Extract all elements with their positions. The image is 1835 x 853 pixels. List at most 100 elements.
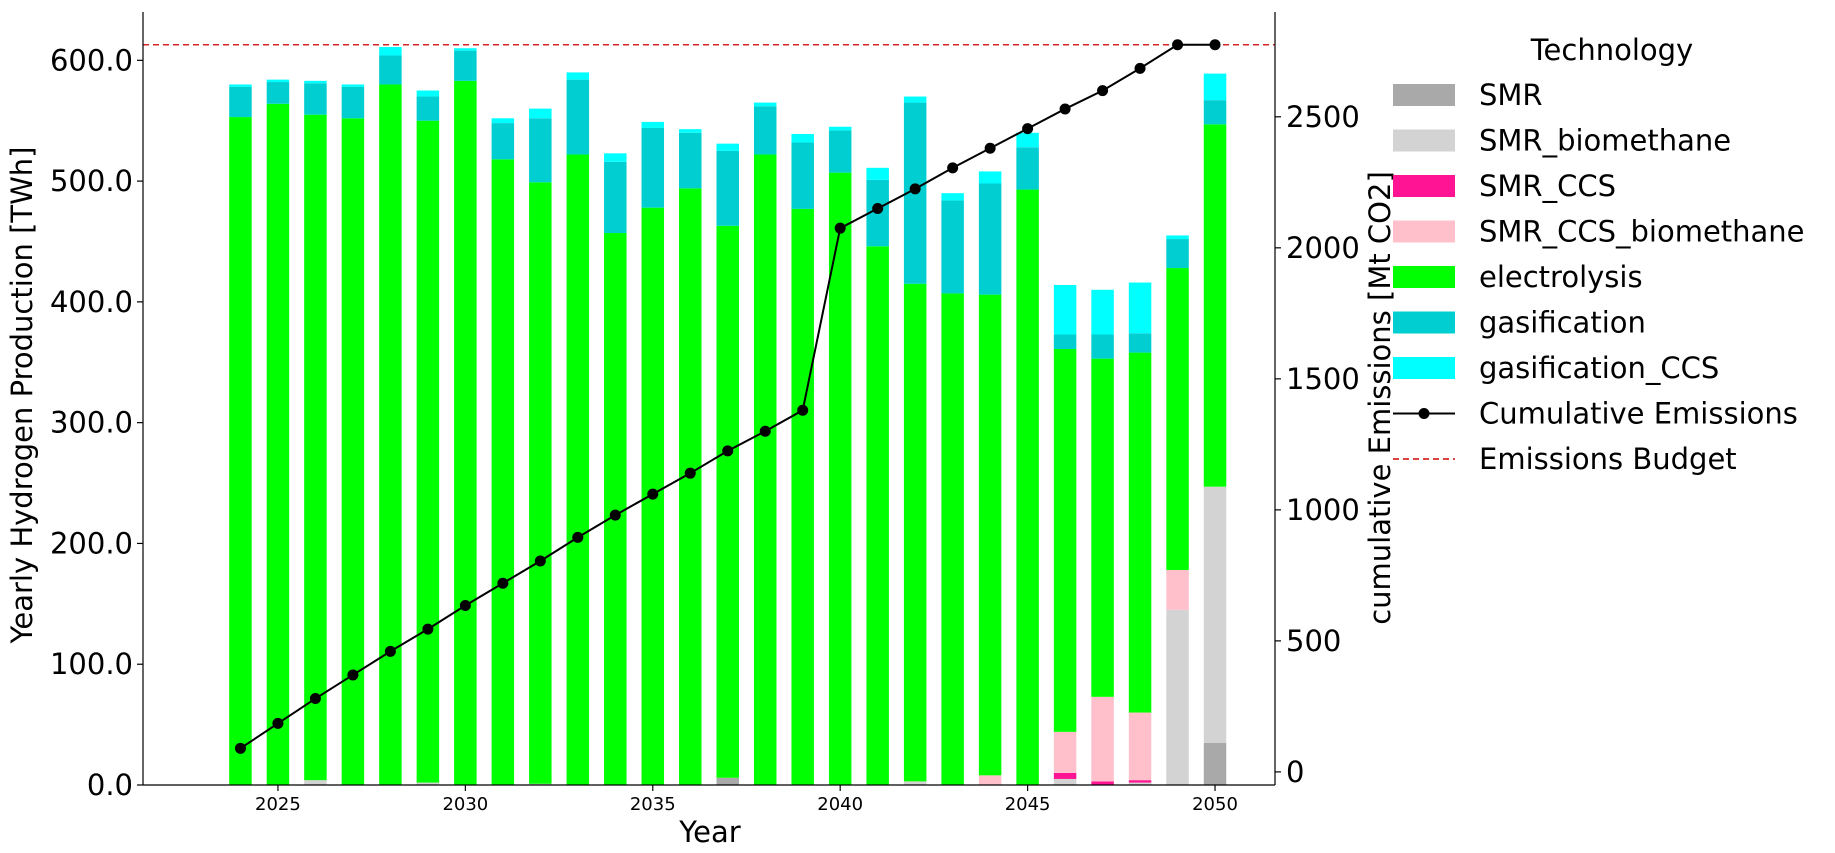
bar-gasification-ccs-2037 <box>716 143 739 151</box>
bar-smr-biomethane-2032 <box>529 783 552 785</box>
bar-gasification-2040 <box>828 130 852 173</box>
legend-swatch-gasification <box>1393 311 1455 334</box>
legend-marker-cumulative-emissions <box>1418 408 1430 419</box>
bar-electrolysis-2043 <box>941 293 964 785</box>
bar-electrolysis-2045 <box>1016 189 1039 785</box>
bar-gasification-2046 <box>1053 334 1077 349</box>
cumulative-emissions-point-2033 <box>572 531 584 543</box>
bar-electrolysis-2036 <box>679 188 702 785</box>
bar-electrolysis-2038 <box>753 154 777 786</box>
bar-gasification-ccs-2047 <box>1091 289 1114 335</box>
bar-gasification-2028 <box>379 55 402 85</box>
x-tick-label: 2030 <box>442 794 488 815</box>
x-tick-label: 2040 <box>817 794 863 815</box>
legend-label-smr-biomethane: SMR_biomethane <box>1479 124 1731 158</box>
bar-electrolysis-2028 <box>379 84 402 785</box>
bar-gasification-2047 <box>1091 334 1114 359</box>
bar-smr-biomethane-2026 <box>304 780 327 785</box>
bar-electrolysis-2041 <box>866 246 889 786</box>
legend-label-cumulative-emissions: Cumulative Emissions <box>1479 397 1798 431</box>
bar-gasification-ccs-2027 <box>341 84 365 87</box>
bar-electrolysis-2044 <box>978 294 1002 776</box>
cumulative-emissions-point-2042 <box>909 183 921 195</box>
cumulative-emissions-point-2024 <box>234 742 246 754</box>
x-tick-label: 2050 <box>1192 794 1238 815</box>
legend-label-smr-ccs-biomethane: SMR_CCS_biomethane <box>1479 215 1805 249</box>
bar-smr-ccs-2046 <box>1053 772 1077 779</box>
y-tick-label: 0.0 <box>87 768 133 802</box>
bar-gasification-ccs-2033 <box>566 72 590 80</box>
bar-electrolysis-2050 <box>1203 124 1227 487</box>
legend-swatch-smr-ccs-biomethane <box>1393 220 1455 243</box>
bar-gasification-ccs-2043 <box>941 193 964 201</box>
cumulative-emissions-point-2031 <box>497 577 509 589</box>
y-tick-label: 100.0 <box>50 647 133 681</box>
bar-smr-2050 <box>1203 742 1227 785</box>
cumulative-emissions-point-2048 <box>1134 62 1146 74</box>
bar-gasification-ccs-2024 <box>229 84 252 87</box>
legend-swatch-smr-biomethane <box>1393 129 1455 152</box>
bar-smr-ccs-biomethane-2049 <box>1166 570 1189 610</box>
line-layer <box>143 39 1275 754</box>
bar-gasification-ccs-2040 <box>828 126 852 131</box>
y2-tick-label: 0 <box>1286 755 1304 789</box>
y-axis-label: Yearly Hydrogen Production [TWh] <box>5 147 39 645</box>
legend-label-gasification: gasification <box>1479 306 1646 340</box>
bar-gasification-ccs-2046 <box>1053 284 1077 335</box>
bar-gasification-2026 <box>304 83 327 115</box>
bar-gasification-2030 <box>454 50 477 81</box>
bar-electrolysis-2042 <box>903 283 927 782</box>
legend: Technology SMR SMR_biomethane SMR_CCS SMR_C… <box>1393 33 1805 476</box>
y-tick-label: 300.0 <box>50 406 133 440</box>
bar-smr-ccs-biomethane-2044 <box>978 775 1002 785</box>
bar-electrolysis-2024 <box>229 117 252 785</box>
legend-swatch-gasification-ccs <box>1393 357 1455 379</box>
bar-gasification-ccs-2025 <box>266 79 290 83</box>
cumulative-emissions-point-2028 <box>384 645 396 657</box>
bar-smr-ccs-2047 <box>1091 781 1114 785</box>
cumulative-emissions-point-2025 <box>272 717 284 729</box>
bar-smr-biomethane-2029 <box>416 782 440 785</box>
cumulative-emissions-point-2041 <box>872 203 884 215</box>
legend-label-electrolysis: electrolysis <box>1479 260 1643 294</box>
bar-smr-2037 <box>716 777 739 785</box>
bar-gasification-ccs-2030 <box>454 48 477 51</box>
bar-gasification-2045 <box>1016 147 1039 190</box>
bar-electrolysis-2025 <box>266 103 290 785</box>
bar-gasification-2037 <box>716 150 739 226</box>
axes: 0.0 100.0 200.0 300.0 400.0 500.0 600.0 0 500 100… <box>50 12 1360 815</box>
cumulative-emissions-point-2029 <box>422 623 434 635</box>
bar-electrolysis-2031 <box>491 159 515 785</box>
bar-gasification-ccs-2029 <box>416 90 440 97</box>
bar-gasification-2032 <box>529 118 552 183</box>
bar-smr-ccs-biomethane-2046 <box>1053 731 1077 773</box>
y2-tick-label: 500 <box>1286 624 1341 658</box>
bar-gasification-2039 <box>791 142 814 209</box>
bar-gasification-ccs-2026 <box>304 80 327 84</box>
cumulative-emissions-point-2026 <box>309 693 321 705</box>
bar-electrolysis-2047 <box>1091 358 1114 697</box>
bar-gasification-ccs-2036 <box>679 129 702 133</box>
cumulative-emissions-point-2035 <box>647 488 659 500</box>
bar-electrolysis-2039 <box>791 208 814 786</box>
y-tick-label: 600.0 <box>50 43 133 77</box>
legend-label-gasification-ccs: gasification_CCS <box>1479 351 1719 385</box>
bar-gasification-ccs-2032 <box>529 108 552 119</box>
bar-gasification-2025 <box>266 82 290 104</box>
cumulative-emissions-point-2027 <box>347 669 359 681</box>
bar-gasification-ccs-2048 <box>1128 282 1152 334</box>
bar-electrolysis-2029 <box>416 120 440 783</box>
bar-electrolysis-2026 <box>304 114 327 781</box>
cumulative-emissions-point-2049 <box>1172 39 1184 51</box>
bar-gasification-ccs-2028 <box>379 47 402 56</box>
bar-gasification-ccs-2041 <box>866 167 889 180</box>
bar-smr-ccs-biomethane-2047 <box>1091 696 1114 782</box>
bar-gasification-ccs-2049 <box>1166 235 1189 240</box>
bar-gasification-2049 <box>1166 239 1189 269</box>
legend-swatch-electrolysis <box>1393 266 1455 288</box>
cumulative-emissions-point-2034 <box>609 509 621 521</box>
bar-smr-ccs-2048 <box>1128 780 1152 783</box>
bar-gasification-ccs-2031 <box>491 118 515 124</box>
y-tick-label: 400.0 <box>50 285 133 319</box>
cumulative-emissions-point-2039 <box>797 404 809 416</box>
